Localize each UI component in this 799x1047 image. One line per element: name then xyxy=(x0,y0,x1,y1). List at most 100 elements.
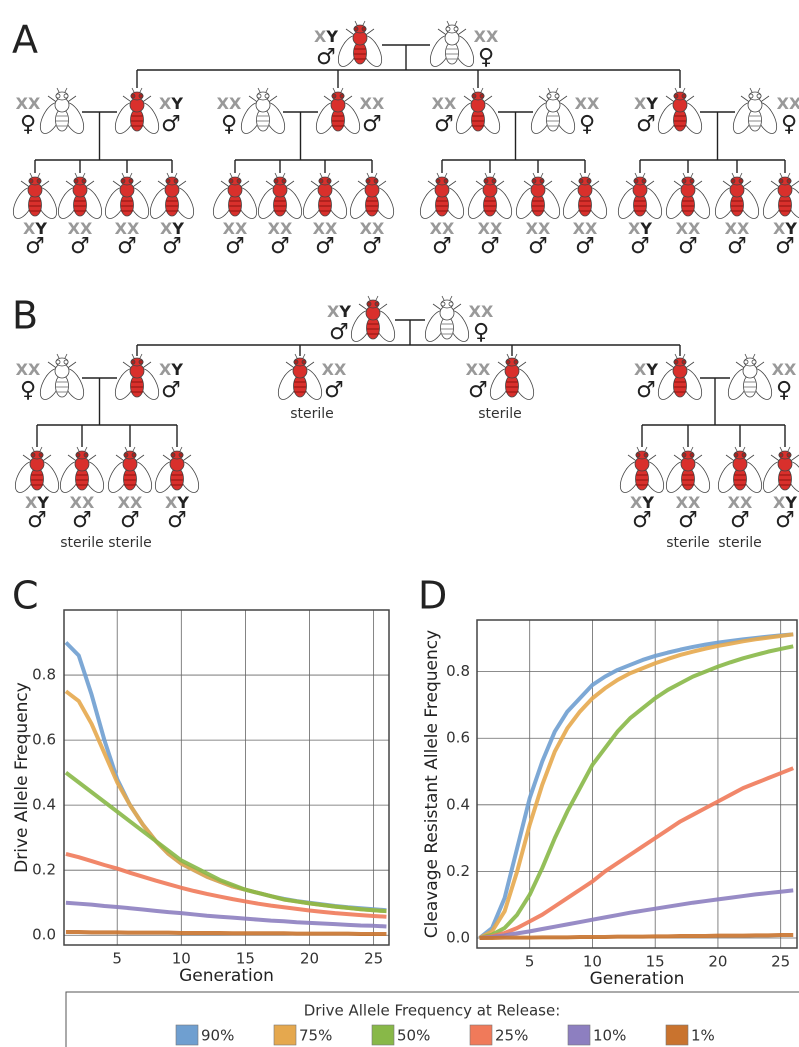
genotype: XY xyxy=(634,360,658,379)
genotype: XX xyxy=(268,219,293,238)
plot-background xyxy=(64,610,389,945)
y-tick-label: 0.2 xyxy=(446,862,470,880)
fly-eye xyxy=(339,93,345,99)
sex-symbol: ♂ xyxy=(117,234,137,259)
legend-swatch xyxy=(567,1024,591,1046)
genotype: XX xyxy=(430,219,455,238)
fly-eye xyxy=(531,178,537,184)
genotype: XY xyxy=(773,219,797,238)
fly-eye xyxy=(55,93,61,99)
sex-symbol: ♀ xyxy=(781,112,797,137)
fly-eye xyxy=(281,178,287,184)
y-axis-title: Drive Allele Frequency xyxy=(12,682,32,873)
x-axis-title: Generation xyxy=(179,966,274,986)
fly-eye xyxy=(331,93,337,99)
fly-eye xyxy=(448,301,454,307)
fly xyxy=(467,172,513,219)
panel-label: B xyxy=(12,294,38,338)
sex-symbol: ♂ xyxy=(316,45,336,70)
genotype: XX xyxy=(676,219,701,238)
sex-symbol: ♀ xyxy=(473,320,489,345)
sex-symbol: ♂ xyxy=(167,508,187,533)
fly xyxy=(149,172,195,219)
fly-eye xyxy=(748,93,754,99)
fly-eye xyxy=(28,178,34,184)
genotype: XX xyxy=(70,493,95,512)
fly xyxy=(429,20,475,67)
sex-symbol: ♂ xyxy=(27,508,47,533)
sex-symbol: ♂ xyxy=(528,234,548,259)
sex-symbol: ♂ xyxy=(727,234,747,259)
fly-eye xyxy=(55,359,61,365)
genotype: XX xyxy=(676,493,701,512)
fly xyxy=(337,20,383,67)
fly xyxy=(665,172,711,219)
x-tick-label: 20 xyxy=(708,953,727,971)
fly-eye xyxy=(256,93,262,99)
genotype: XX xyxy=(68,219,93,238)
legend-title: Drive Allele Frequency at Release: xyxy=(304,1002,561,1020)
plot-frame xyxy=(63,609,390,946)
genotype: XY xyxy=(314,27,338,46)
fly-eye xyxy=(730,178,736,184)
fly xyxy=(657,353,703,400)
fly-eye xyxy=(681,359,687,365)
genotype: XX xyxy=(313,219,338,238)
series-line xyxy=(64,771,387,914)
y-tick-label: 0.8 xyxy=(32,666,56,684)
x-tick-label: 5 xyxy=(112,950,122,968)
series-line xyxy=(65,851,387,919)
genotype: XX xyxy=(466,360,491,379)
fly xyxy=(212,172,258,219)
fly-eye xyxy=(689,178,695,184)
fly-eye xyxy=(38,452,44,458)
genotype: XY xyxy=(25,493,49,512)
fly-eye xyxy=(741,452,747,458)
fly-eye xyxy=(138,359,144,365)
genotype: XY xyxy=(630,493,654,512)
fly-eye xyxy=(445,26,451,32)
fly-eye xyxy=(505,359,511,365)
fly-eye xyxy=(586,178,592,184)
x-tick-label: 10 xyxy=(172,950,191,968)
fly-eye xyxy=(228,178,234,184)
fly-eye xyxy=(479,93,485,99)
sex-symbol: ♂ xyxy=(324,378,344,403)
note: sterile xyxy=(718,535,762,551)
fly-eye xyxy=(641,178,647,184)
sex-symbol: ♂ xyxy=(70,234,90,259)
genotype: XX xyxy=(469,302,494,321)
series-line xyxy=(478,632,794,940)
genotype: XX xyxy=(478,219,503,238)
sex-symbol: ♂ xyxy=(225,234,245,259)
fly-eye xyxy=(539,178,545,184)
y-tick-label: 0.0 xyxy=(446,929,470,947)
series-line xyxy=(479,933,794,941)
genotype: XY xyxy=(327,302,351,321)
genotype: XX xyxy=(223,219,248,238)
genotype: XY xyxy=(773,493,797,512)
fly xyxy=(107,446,153,493)
sex-symbol: ♂ xyxy=(480,234,500,259)
sex-symbol: ♂ xyxy=(315,234,335,259)
fly-eye xyxy=(366,301,372,307)
fly-eye xyxy=(440,301,446,307)
sex-symbol: ♂ xyxy=(775,508,795,533)
fly-eye xyxy=(264,93,270,99)
sex-symbol: ♀ xyxy=(579,112,595,137)
sex-symbol: ♂ xyxy=(270,234,290,259)
genotype: XY xyxy=(165,493,189,512)
panel-label: A xyxy=(12,18,38,62)
fly-eye xyxy=(673,93,679,99)
legend-label: 50% xyxy=(397,1027,430,1045)
fly-eye xyxy=(673,359,679,365)
fly-eye xyxy=(83,452,89,458)
fly xyxy=(489,353,535,400)
legend-label: 10% xyxy=(593,1027,626,1045)
fly-eye xyxy=(435,178,441,184)
fly xyxy=(619,446,665,493)
sex-symbol: ♂ xyxy=(161,378,181,403)
fly-eye xyxy=(453,26,459,32)
fly-eye xyxy=(293,359,299,365)
series-line xyxy=(479,888,794,941)
